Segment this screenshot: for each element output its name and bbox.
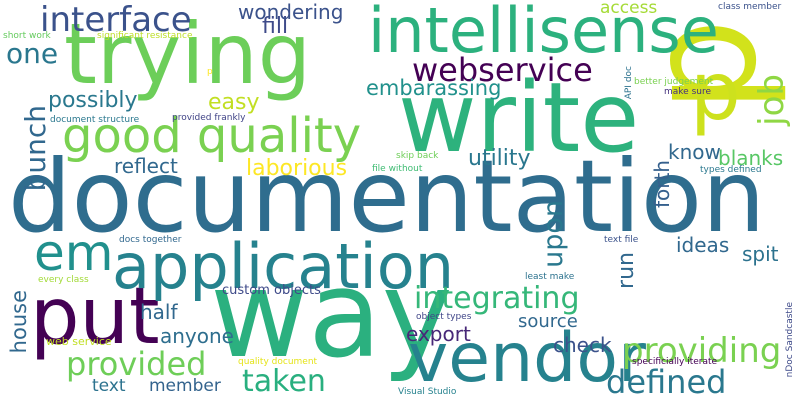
word-docs-together: docs together <box>119 235 182 245</box>
word-upon: upon <box>538 200 569 268</box>
word-short-work: short work <box>3 31 51 41</box>
word-quality-document: quality document <box>238 357 318 367</box>
word-every-class: every class <box>38 275 89 285</box>
word-forth: forth <box>650 160 674 209</box>
word-trying: trying <box>64 5 312 103</box>
word-custom-objects: custom objects <box>222 283 321 298</box>
word-export: export <box>406 322 471 346</box>
word-providing: providing <box>622 331 782 371</box>
word-object-types: object types <box>416 312 472 322</box>
word-one: one <box>6 37 59 70</box>
word-skip-back: skip back <box>396 151 439 161</box>
word-web-service: web service <box>46 335 112 348</box>
word-ideas: ideas <box>676 233 730 257</box>
word-text-file: text file <box>604 235 639 245</box>
word-api-doc: API doc <box>624 66 634 100</box>
word-ndoc-sandcastle: nDoc Sandcastle <box>785 302 795 378</box>
word-easy: easy <box>208 90 260 115</box>
word-source: source <box>518 311 578 332</box>
word-laborious: laborious <box>246 156 348 181</box>
word-defined: defined <box>606 363 727 400</box>
word-visual-studio: Visual Studio <box>398 387 457 397</box>
word-least-make: least make <box>525 272 575 282</box>
word-know: know <box>668 140 721 164</box>
word-possibly: possibly <box>48 88 138 113</box>
word-interface: interface <box>40 0 192 40</box>
word-provided-frankly: provided frankly <box>172 113 246 123</box>
word-spit: spit <box>742 242 779 266</box>
word-provided: provided <box>66 345 207 383</box>
word-specificially-iterate: specificially iterate <box>632 357 718 367</box>
word-anyone: anyone <box>160 324 234 348</box>
word-bunch: bunch <box>19 105 52 192</box>
word-run: run <box>614 252 639 289</box>
word-job: job <box>752 74 792 126</box>
word-webservice: webservice <box>412 51 593 89</box>
word-text: text <box>92 376 126 396</box>
word-write: write <box>398 62 640 174</box>
word-file-without: file without <box>372 164 423 174</box>
word-member: member <box>149 376 221 396</box>
word-utility: utility <box>468 146 531 171</box>
word-document-structure: document structure <box>50 115 140 125</box>
word-types-defined: types defined <box>700 165 762 175</box>
word-good-quality: good quality <box>62 108 362 164</box>
word-wondering: wondering <box>238 0 344 24</box>
word-make-sure: make sure <box>664 87 712 97</box>
word-blanks: blanks <box>718 146 784 170</box>
word-put: put <box>30 272 160 362</box>
word-p-small: p <box>690 45 741 138</box>
word-application: application <box>112 230 454 303</box>
word-taken: taken <box>242 364 326 399</box>
word-class-member: class member <box>718 2 782 12</box>
word-better-judgement: better judgement <box>634 77 714 87</box>
word-fill: fill <box>262 14 289 39</box>
word-half: half <box>140 300 178 324</box>
word-documentation: documentation <box>8 138 766 255</box>
word-integrating: integrating <box>414 281 580 316</box>
word-significant-resistance: significant resistance <box>97 31 193 41</box>
word-reflect: reflect <box>114 154 178 178</box>
word-p-tiny: p <box>207 67 213 77</box>
word-way: way <box>210 246 453 385</box>
word-check: check <box>553 333 612 357</box>
word-em: em <box>34 224 114 282</box>
word-access: access <box>600 0 658 18</box>
word-vendor: vendor <box>408 319 646 398</box>
word-intellisense: intellisense <box>368 0 719 67</box>
word-house: house <box>7 290 31 354</box>
word-embarassing: embarassing <box>366 76 502 100</box>
